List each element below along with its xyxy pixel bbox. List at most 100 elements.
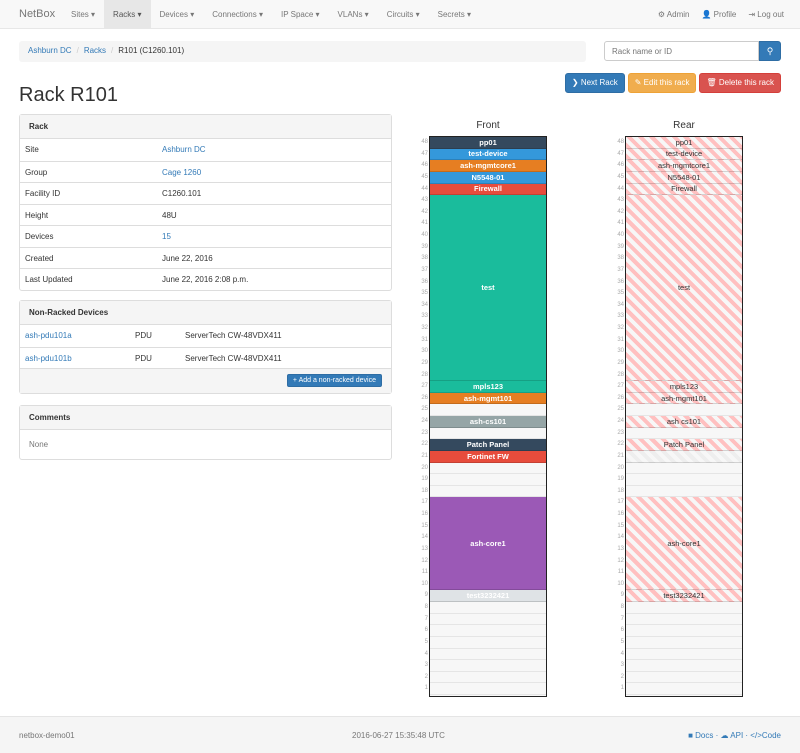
rack-unit-slot[interactable] xyxy=(626,404,742,416)
rack-unit-slot[interactable] xyxy=(430,614,546,626)
rack-unit-slot[interactable] xyxy=(430,474,546,486)
rack-unit-slot[interactable] xyxy=(626,486,742,498)
rack-device-front[interactable]: pp01 xyxy=(430,137,546,149)
breadcrumb-site[interactable]: Ashburn DC xyxy=(28,46,72,55)
device-link[interactable]: ash-pdu101b xyxy=(25,353,72,363)
rack-unit-slot[interactable] xyxy=(626,463,742,475)
docs-link[interactable]: Docs xyxy=(695,731,714,740)
brand-logo[interactable]: NetBox xyxy=(19,8,56,20)
nav-vlans[interactable]: VLANs ▾ xyxy=(337,10,369,19)
rack-device-front[interactable]: test3232421 xyxy=(430,590,546,602)
rack-device-rear[interactable]: Firewall xyxy=(626,183,742,196)
rack-device-front[interactable]: N5548-01 xyxy=(430,171,546,184)
rack-unit-slot[interactable] xyxy=(626,625,742,637)
device-label: ash-cs101 xyxy=(469,416,507,426)
rack-unit-slot[interactable] xyxy=(626,637,742,649)
unit-number: 36 xyxy=(617,278,624,285)
rack-unit-slot[interactable] xyxy=(626,602,742,614)
rack-device-front[interactable]: Fortinet FW xyxy=(430,450,546,463)
rack-unit-slot[interactable] xyxy=(626,683,742,695)
trash-icon: 🗑 xyxy=(706,78,719,87)
rack-attr-label: Height xyxy=(25,210,49,220)
rack-device-rear[interactable]: ash cs101 xyxy=(626,416,742,428)
rack-attr-row: Height 48U xyxy=(20,203,391,226)
unit-number: 6 xyxy=(620,627,624,634)
rack-unit-slot[interactable] xyxy=(626,672,742,684)
unit-number: 30 xyxy=(421,348,428,355)
rack-device-rear[interactable]: Patch Panel xyxy=(626,439,742,451)
rack-device-rear[interactable]: ash-mgmt101 xyxy=(626,392,742,405)
rack-device-rear[interactable]: test xyxy=(626,195,742,382)
nav-circuits[interactable]: Circuits ▾ xyxy=(386,10,420,19)
rack-device-rear[interactable]: ash-mgmtcore1 xyxy=(626,160,742,172)
nav-log-out[interactable]: ⇥ Log out xyxy=(742,0,790,29)
rack-device-front[interactable]: ash-core1 xyxy=(430,497,546,591)
rack-unit-slot[interactable] xyxy=(626,428,742,440)
nav-racks[interactable]: Racks ▾ xyxy=(104,0,151,29)
rack-device-rear[interactable] xyxy=(626,450,742,463)
rack-unit-slot[interactable] xyxy=(430,660,546,672)
rack-unit-slot[interactable] xyxy=(430,463,546,475)
rack-unit-slot[interactable] xyxy=(430,428,546,440)
rack-unit-slot[interactable] xyxy=(430,404,546,416)
rack-device-rear[interactable]: test-device xyxy=(626,148,742,161)
rack-attr-value[interactable]: Ashburn DC xyxy=(162,145,206,154)
rack-device-front[interactable]: Patch Panel xyxy=(430,439,546,451)
rack-unit-slot[interactable] xyxy=(430,625,546,637)
rack-search-input[interactable] xyxy=(604,41,759,61)
rack-device-rear[interactable]: N5548-01 xyxy=(626,171,742,184)
add-non-racked-button[interactable]: + Add a non-racked device xyxy=(286,374,382,387)
breadcrumb-racks[interactable]: Racks xyxy=(83,46,107,55)
nav-secrets[interactable]: Secrets ▾ xyxy=(437,10,471,19)
rack-device-front[interactable]: Firewall xyxy=(430,183,546,196)
edit-rack-button[interactable]: ✎ Edit this rack xyxy=(627,73,697,93)
rack-unit-slot[interactable] xyxy=(430,683,546,695)
unit-number: 31 xyxy=(617,336,624,343)
book-icon: ■ xyxy=(688,731,693,740)
rack-attr-value[interactable]: 15 xyxy=(162,232,171,241)
nav-sites[interactable]: Sites ▾ xyxy=(71,10,96,19)
rack-unit-slot[interactable] xyxy=(626,474,742,486)
delete-rack-button[interactable]: 🗑 Delete this rack xyxy=(699,73,781,93)
rack-unit-slot[interactable] xyxy=(626,649,742,661)
nav-admin[interactable]: ⚙ Admin xyxy=(652,0,696,29)
nav-devices[interactable]: Devices ▾ xyxy=(159,10,195,19)
rack-device-front[interactable]: test xyxy=(430,195,546,382)
rack-unit-slot[interactable] xyxy=(430,486,546,498)
navbar: NetBox Sites ▾ Racks ▾ Devices ▾ Connection… xyxy=(0,0,800,29)
unit-number: 19 xyxy=(617,476,624,483)
nav-profile[interactable]: 👤 Profile xyxy=(695,0,742,29)
rack-device-rear[interactable]: mpls123 xyxy=(626,381,742,393)
rack-unit-slot[interactable] xyxy=(626,660,742,672)
rack-attr-label: Group xyxy=(25,167,48,177)
search-button[interactable]: ⚲ xyxy=(759,41,781,61)
unit-number: 36 xyxy=(421,278,428,285)
rack-device-front[interactable]: mpls123 xyxy=(430,381,546,393)
rack-attr-value[interactable]: Cage 1260 xyxy=(162,167,202,177)
device-label: ash-core1 xyxy=(667,538,701,548)
rack-front: pp01 test-device ash-mgmtcore1 N5548-01 Fire… xyxy=(429,136,547,697)
next-rack-button[interactable]: ❯ Next Rack xyxy=(564,73,625,93)
rack-unit-slot[interactable] xyxy=(626,614,742,626)
code-link[interactable]: Code xyxy=(761,731,781,740)
rack-device-front[interactable]: ash-mgmt101 xyxy=(430,392,546,405)
unit-number: 45 xyxy=(421,173,428,180)
rack-attr-row: Group Cage 1260 xyxy=(20,160,391,183)
unit-number: 2 xyxy=(424,673,428,680)
rack-device-front[interactable]: test-device xyxy=(430,148,546,161)
api-link[interactable]: API xyxy=(730,731,744,740)
nav-ip-space[interactable]: IP Space ▾ xyxy=(280,10,320,19)
rack-unit-slot[interactable] xyxy=(430,672,546,684)
rack-unit-slot[interactable] xyxy=(430,649,546,661)
rack-unit-slot[interactable] xyxy=(430,602,546,614)
rack-device-rear[interactable]: test3232421 xyxy=(626,590,742,602)
rack-unit-slot[interactable] xyxy=(430,637,546,649)
unit-number: 34 xyxy=(617,301,624,308)
rack-device-rear[interactable]: pp01 xyxy=(626,137,742,149)
rack-device-rear[interactable]: ash-core1 xyxy=(626,497,742,591)
device-link[interactable]: ash-pdu101a xyxy=(25,331,72,340)
rack-device-front[interactable]: ash-cs101 xyxy=(430,416,546,428)
device-label: Patch Panel xyxy=(663,440,705,450)
nav-connections[interactable]: Connections ▾ xyxy=(212,10,263,19)
rack-device-front[interactable]: ash-mgmtcore1 xyxy=(430,160,546,172)
